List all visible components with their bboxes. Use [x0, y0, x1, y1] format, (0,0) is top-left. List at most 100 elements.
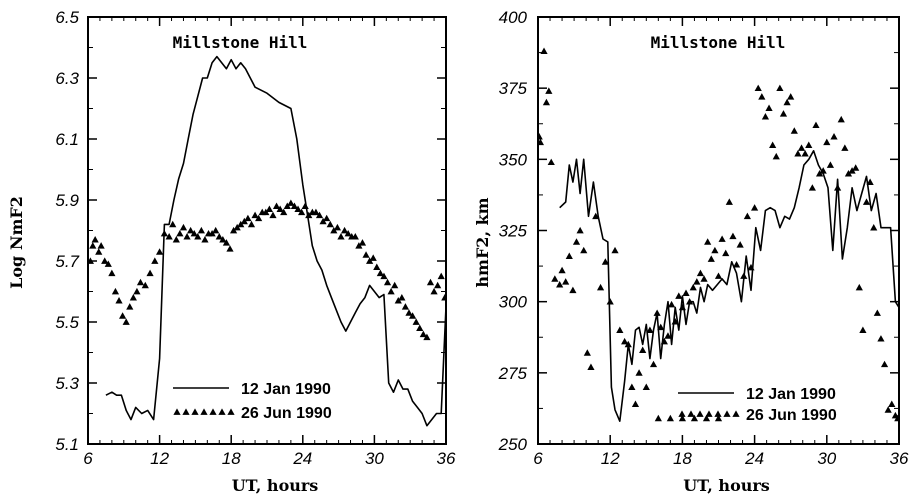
data-point-26-jun-1990 — [251, 211, 259, 219]
data-point-26-jun-1990 — [391, 281, 399, 289]
y-axis-label: Log NmF2 — [7, 196, 26, 289]
data-point-26-jun-1990 — [834, 184, 842, 191]
data-point-26-jun-1990 — [240, 217, 248, 225]
plot-frame — [537, 16, 900, 445]
data-point-26-jun-1990 — [569, 286, 577, 294]
data-point-26-jun-1990 — [119, 312, 127, 319]
data-point-26-jun-1990 — [355, 242, 363, 249]
data-point-26-jun-1990 — [888, 400, 896, 408]
data-point-26-jun-1990 — [714, 272, 723, 279]
data-point-26-jun-1990 — [398, 294, 406, 301]
x-tick-label: 24 — [744, 449, 764, 468]
data-point-26-jun-1990 — [639, 346, 647, 353]
data-point-26-jun-1990 — [787, 93, 795, 100]
data-point-26-jun-1990 — [215, 233, 223, 240]
data-point-26-jun-1990 — [146, 269, 154, 277]
data-point-26-jun-1990 — [808, 184, 816, 191]
x-tick-label: 36 — [437, 449, 456, 468]
data-point-26-jun-1990 — [237, 220, 245, 228]
x-tick-label: 12 — [601, 449, 620, 468]
data-point-26-jun-1990 — [711, 246, 719, 254]
data-point-26-jun-1990 — [758, 93, 766, 100]
x-tick-label: 24 — [292, 449, 312, 468]
data-point-26-jun-1990 — [642, 383, 650, 390]
data-point-26-jun-1990 — [844, 169, 853, 177]
data-point-26-jun-1990 — [165, 233, 173, 240]
data-point-26-jun-1990 — [565, 252, 573, 259]
data-point-26-jun-1990 — [616, 326, 624, 334]
data-point-26-jun-1990 — [183, 233, 191, 240]
data-point-26-jun-1990 — [333, 223, 342, 231]
data-point-26-jun-1990 — [611, 246, 619, 254]
data-point-26-jun-1990 — [337, 233, 345, 240]
data-point-26-jun-1990 — [596, 283, 605, 291]
data-point-26-jun-1990 — [631, 400, 640, 408]
data-point-26-jun-1990 — [801, 150, 809, 157]
data-point-26-jun-1990 — [783, 98, 791, 106]
data-point-26-jun-1990 — [201, 236, 209, 243]
legend-triangle-swatch — [209, 408, 217, 415]
legend-triangle-swatch — [173, 408, 181, 415]
data-point-26-jun-1990 — [624, 340, 632, 348]
data-point-26-jun-1990 — [880, 360, 889, 368]
data-point-26-jun-1990 — [702, 414, 711, 422]
data-point-26-jun-1990 — [540, 47, 548, 55]
data-point-26-jun-1990 — [265, 205, 273, 213]
x-tick-label: 30 — [817, 449, 836, 468]
data-point-26-jun-1990 — [190, 229, 198, 237]
data-point-26-jun-1990 — [441, 294, 446, 301]
data-point-26-jun-1990 — [176, 229, 184, 237]
data-point-26-jun-1990 — [654, 414, 662, 422]
data-point-26-jun-1990 — [675, 292, 683, 299]
data-point-26-jun-1990 — [660, 337, 668, 345]
data-point-26-jun-1990 — [187, 226, 195, 234]
data-point-26-jun-1990 — [387, 287, 395, 295]
data-point-26-jun-1990 — [704, 238, 712, 245]
data-point-26-jun-1990 — [91, 236, 99, 243]
data-point-26-jun-1990 — [430, 287, 438, 295]
legend-triangle-swatch — [200, 408, 208, 415]
data-point-26-jun-1990 — [394, 297, 402, 304]
data-point-26-jun-1990 — [133, 287, 141, 295]
data-point-26-jun-1990 — [283, 202, 291, 209]
chart-panel-2: 6 12 18 24 30 36 250 275 300 325 350 375 400 UT, hour… — [473, 8, 909, 495]
data-point-26-jun-1990 — [229, 226, 238, 234]
data-point-26-jun-1990 — [426, 278, 435, 286]
data-point-26-jun-1990 — [649, 360, 658, 368]
legend-triangle-swatch — [227, 408, 235, 415]
data-point-26-jun-1990 — [666, 414, 674, 422]
y-tick-label: 5.5 — [55, 313, 79, 332]
data-point-26-jun-1990 — [233, 223, 241, 231]
legend-label-26-jun-1990: 26 Jun 1990 — [746, 407, 837, 424]
data-point-26-jun-1990 — [862, 198, 871, 205]
legend-triangle-swatch — [705, 410, 713, 417]
data-point-26-jun-1990 — [751, 204, 759, 211]
data-point-26-jun-1990 — [732, 261, 741, 268]
data-point-26-jun-1990 — [794, 150, 802, 157]
y-tick-label: 350 — [499, 150, 528, 169]
data-point-26-jun-1990 — [562, 278, 570, 285]
data-point-26-jun-1990 — [380, 272, 388, 280]
data-point-26-jun-1990 — [111, 287, 120, 295]
data-point-26-jun-1990 — [305, 211, 313, 219]
y-tick-label: 6.3 — [55, 69, 79, 88]
data-point-26-jun-1990 — [587, 363, 595, 371]
data-point-26-jun-1990 — [664, 332, 672, 339]
data-point-26-jun-1990 — [870, 224, 878, 231]
data-point-26-jun-1990 — [373, 263, 381, 270]
data-point-26-jun-1990 — [779, 110, 788, 117]
chart-title: Millstone Hill — [651, 33, 786, 52]
data-point-26-jun-1990 — [894, 414, 899, 422]
data-point-26-jun-1990 — [830, 132, 838, 140]
data-point-26-jun-1990 — [852, 164, 860, 171]
x-tick-label: 6 — [533, 449, 543, 468]
data-point-26-jun-1990 — [769, 141, 777, 148]
data-point-26-jun-1990 — [776, 84, 784, 92]
data-point-26-jun-1990 — [765, 104, 773, 111]
data-point-26-jun-1990 — [678, 303, 686, 311]
data-point-26-jun-1990 — [351, 233, 359, 240]
data-point-26-jun-1990 — [298, 208, 306, 216]
data-point-26-jun-1990 — [592, 212, 600, 220]
data-point-26-jun-1990 — [419, 330, 427, 338]
plot-area — [88, 55, 446, 427]
